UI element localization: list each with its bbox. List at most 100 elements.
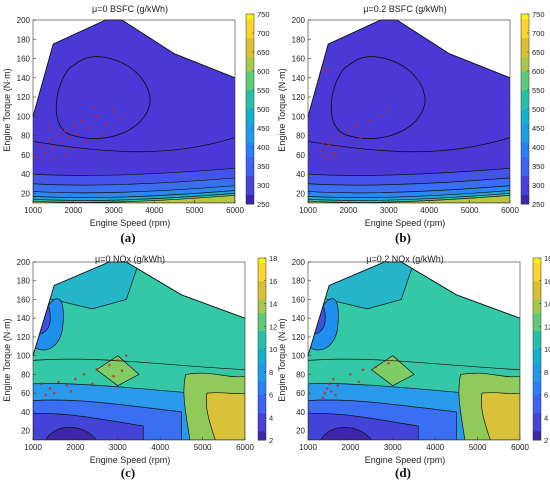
- operating-point: [387, 110, 391, 113]
- operating-point: [367, 119, 370, 123]
- operating-point: [355, 124, 358, 128]
- colorbar-tick-label: 2: [269, 436, 273, 445]
- contour-line: [308, 358, 520, 371]
- colorbar-segment: [258, 317, 266, 323]
- colorbar-segment: [533, 289, 541, 295]
- colorbar-segment: [246, 42, 254, 48]
- y-tick-label: 80: [21, 370, 30, 379]
- colorbar-tick-label: 4: [544, 413, 548, 422]
- colorbar-segment: [533, 399, 541, 405]
- operating-point: [44, 393, 48, 397]
- operating-point: [52, 391, 56, 395]
- colorbar-segment: [521, 132, 529, 138]
- operating-point: [323, 391, 327, 395]
- y-tick-label: 180: [292, 277, 306, 286]
- colorbar-segment: [258, 276, 266, 282]
- operating-point: [124, 354, 128, 357]
- colorbar-segment: [533, 267, 541, 273]
- colorbar-tick-label: 300: [257, 181, 270, 190]
- colorbar-segment: [246, 28, 254, 34]
- x-tick-label: 4000: [426, 443, 444, 452]
- colorbar-segment: [246, 52, 254, 58]
- operating-point: [120, 369, 124, 372]
- colorbar-segment: [258, 426, 266, 432]
- x-axis-label: Engine Speed (rpm): [365, 455, 446, 465]
- colorbar-segment: [258, 289, 266, 295]
- x-tick-label: 3000: [109, 443, 127, 452]
- operating-point: [112, 110, 116, 113]
- colorbar-tick-label: 18: [269, 254, 277, 263]
- colorbar-segment: [521, 56, 529, 62]
- colorbar-segment: [533, 376, 541, 382]
- operating-point: [108, 363, 111, 367]
- y-tick-label: 20: [296, 189, 305, 198]
- colorbar-tick-label: 250: [532, 200, 545, 209]
- colorbar-tick-label: 2: [544, 436, 548, 445]
- colorbar-segment: [258, 394, 266, 400]
- colorbar: 250 300 350 400 450 500 550 600 650 700 750: [520, 10, 545, 209]
- operating-point: [322, 153, 326, 157]
- colorbar-segment: [258, 344, 266, 350]
- colorbar-tick-label: 12: [544, 322, 550, 331]
- panel-a: μ=0 BSFC (g/kWh) 1000 2000 3000 4000 5000 600…: [2, 4, 270, 245]
- colorbar-segment: [521, 75, 529, 81]
- operating-point: [35, 155, 39, 159]
- x-tick-label: 6000: [511, 443, 529, 452]
- colorbar-segment: [258, 349, 266, 355]
- x-axis-label: Engine Speed (rpm): [90, 455, 171, 465]
- colorbar-tick-label: 14: [544, 300, 550, 309]
- operating-point: [387, 361, 390, 365]
- y-tick-label: 140: [17, 74, 31, 83]
- colorbar: 250 300 350 400 450 500 550 600 650 700 750: [245, 10, 270, 209]
- colorbar-tick-label: 8: [544, 368, 548, 377]
- colorbar-segment: [521, 85, 529, 91]
- colorbar-segment: [246, 47, 254, 53]
- colorbar-segment: [521, 104, 529, 110]
- colorbar-segment: [533, 294, 541, 300]
- operating-point: [64, 153, 67, 157]
- colorbar-segment: [246, 23, 254, 29]
- x-tick-label: 6000: [501, 206, 519, 215]
- colorbar-segment: [521, 180, 529, 186]
- contour-band: [480, 392, 520, 440]
- operating-point: [64, 129, 67, 133]
- operating-point: [347, 129, 350, 133]
- colorbar-segment: [533, 380, 541, 386]
- operating-point: [322, 66, 326, 70]
- contour-fill: [33, 20, 235, 203]
- colorbar-segment: [533, 339, 541, 345]
- y-axis-label: Engine Torque (N·m): [2, 68, 12, 151]
- operating-point: [92, 105, 95, 108]
- colorbar-segment: [521, 161, 529, 167]
- colorbar-tick-label: 350: [532, 162, 545, 171]
- colorbar-segment: [246, 180, 254, 186]
- x-tick-label: 5000: [186, 206, 204, 215]
- operating-point: [327, 382, 331, 386]
- operating-point: [357, 380, 361, 384]
- operating-point: [69, 389, 73, 393]
- plot-area: [307, 261, 521, 441]
- operating-point: [95, 368, 98, 372]
- operating-point: [326, 143, 330, 147]
- colorbar-segment: [521, 113, 529, 119]
- colorbar-segment: [258, 280, 266, 286]
- operating-point: [120, 116, 124, 120]
- colorbar-segment: [533, 280, 541, 286]
- x-tick-label: 4000: [145, 206, 163, 215]
- colorbar-segment: [258, 408, 266, 414]
- operating-point: [379, 115, 383, 118]
- y-tick-label: 80: [21, 132, 30, 141]
- x-tick-label: 3000: [105, 206, 123, 215]
- panel-title: μ=0 BSFC (g/kWh): [92, 4, 168, 14]
- colorbar-segment: [521, 137, 529, 143]
- y-tick-label: 180: [292, 35, 306, 44]
- y-tick-label: 60: [21, 151, 30, 160]
- colorbar-segment: [258, 339, 266, 345]
- colorbar-segment: [533, 371, 541, 377]
- colorbar-segment: [533, 308, 541, 314]
- colorbar-segment: [258, 353, 266, 359]
- y-axis-ticks: 20 40 60 80 100 120 140 160 180 200: [17, 258, 36, 436]
- colorbar-segment: [533, 421, 541, 427]
- y-tick-label: 40: [296, 170, 305, 179]
- colorbar-segment: [258, 258, 266, 264]
